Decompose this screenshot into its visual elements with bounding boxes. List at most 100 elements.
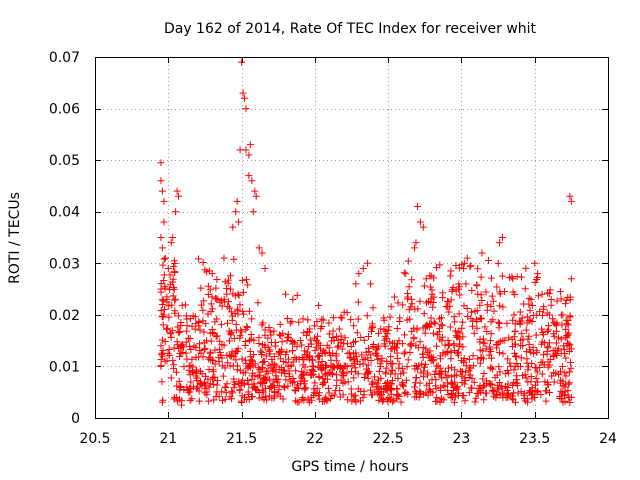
data-point (173, 338, 181, 346)
data-point (508, 335, 516, 343)
data-point (245, 151, 253, 159)
data-point (454, 391, 462, 399)
data-point (323, 341, 331, 349)
data-point (546, 388, 554, 396)
data-point (312, 343, 320, 351)
data-point (430, 274, 438, 282)
data-point (359, 264, 367, 272)
data-point (258, 393, 266, 401)
data-point (222, 389, 230, 397)
data-point (333, 357, 341, 365)
data-point (351, 391, 359, 399)
data-point (479, 347, 487, 355)
data-point (395, 392, 403, 400)
data-point (175, 192, 183, 200)
data-point (221, 278, 229, 286)
data-point (420, 310, 428, 318)
data-point (490, 307, 498, 315)
data-point (332, 350, 340, 358)
data-point (431, 319, 439, 327)
data-point (435, 315, 443, 323)
data-point (391, 345, 399, 353)
data-point (399, 340, 407, 348)
data-point (354, 370, 362, 378)
data-point (524, 378, 532, 386)
plot-frame (95, 57, 609, 419)
data-point (412, 341, 420, 349)
data-point (158, 398, 166, 406)
data-point (561, 300, 569, 308)
data-point (195, 255, 203, 263)
data-point (177, 318, 185, 326)
data-point (451, 318, 459, 326)
data-point (458, 324, 466, 332)
data-point (495, 324, 503, 332)
data-point (290, 378, 298, 386)
data-point (483, 301, 491, 309)
x-tick-label: 21 (159, 431, 177, 447)
data-point (538, 370, 546, 378)
data-point (207, 337, 215, 345)
data-point (318, 315, 326, 323)
x-tick-label: 23.5 (519, 431, 550, 447)
data-point (295, 318, 303, 326)
data-point (556, 288, 564, 296)
data-point (533, 368, 541, 376)
data-point (281, 384, 289, 392)
data-point (285, 355, 293, 363)
data-point (160, 305, 168, 313)
data-point (372, 349, 380, 357)
data-point (531, 393, 539, 401)
data-point (448, 393, 456, 401)
data-point (349, 350, 357, 358)
data-point (488, 380, 496, 388)
data-point (543, 379, 551, 387)
data-point (315, 373, 323, 381)
data-point (286, 319, 294, 327)
data-point (359, 356, 367, 364)
data-point (473, 281, 481, 289)
data-point (558, 395, 566, 403)
data-point (171, 296, 179, 304)
data-point (226, 351, 234, 359)
data-point (161, 254, 169, 262)
data-point (387, 390, 395, 398)
data-point (245, 381, 253, 389)
data-point (221, 364, 229, 372)
data-point (467, 308, 475, 316)
data-point (299, 315, 307, 323)
data-point (169, 234, 177, 241)
data-point (266, 346, 274, 354)
data-point (364, 361, 372, 369)
data-point (208, 293, 216, 301)
data-point (531, 259, 539, 267)
data-point (399, 301, 407, 309)
data-point (271, 360, 279, 368)
data-point (482, 288, 490, 296)
data-point (278, 338, 286, 346)
data-point (238, 397, 246, 405)
data-point (264, 334, 272, 342)
data-point (258, 364, 266, 372)
data-point (447, 355, 455, 363)
data-point (496, 378, 504, 386)
data-point (548, 372, 556, 380)
data-point (176, 349, 184, 357)
data-point (420, 282, 428, 290)
data-point (187, 385, 195, 393)
data-point (455, 310, 463, 318)
data-point (191, 325, 199, 333)
data-point (527, 373, 535, 381)
data-point (157, 307, 165, 315)
data-point (384, 398, 392, 406)
data-point (271, 339, 279, 347)
data-point (298, 341, 306, 349)
data-point (486, 343, 494, 351)
data-point (473, 318, 481, 326)
data-point (158, 313, 166, 321)
data-point (376, 391, 384, 399)
data-point (501, 288, 509, 296)
data-point (318, 397, 326, 405)
y-tick-label: 0.04 (49, 205, 80, 221)
data-point (453, 349, 461, 357)
